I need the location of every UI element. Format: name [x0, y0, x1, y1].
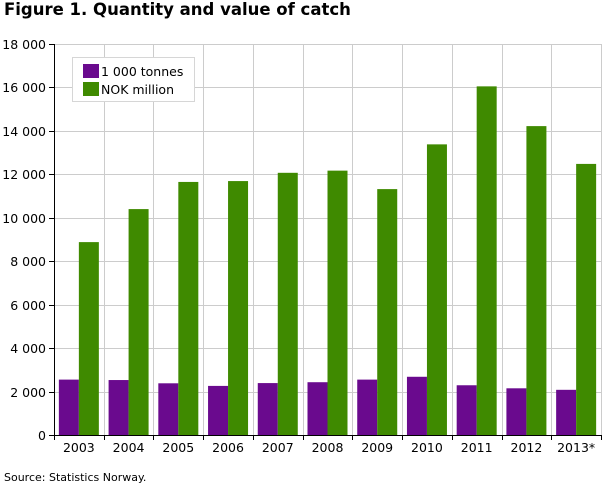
- bar-tonnes-2013*: [556, 389, 577, 435]
- x-tick-label: 2003: [63, 440, 95, 455]
- bar-tonnes-2010: [406, 376, 427, 435]
- y-tick-label: 0: [38, 428, 46, 443]
- bar-nok-2013*: [576, 163, 597, 435]
- bar-nok-2011: [476, 86, 497, 436]
- bar-tonnes-2008: [307, 382, 328, 435]
- bar-nok-2007: [277, 172, 298, 435]
- x-tick-label: 2007: [262, 440, 294, 455]
- x-tick-label: 2009: [361, 440, 393, 455]
- x-tick-label: 2012: [511, 440, 543, 455]
- bar-nok-2008: [327, 170, 348, 435]
- y-tick-label: 6 000: [10, 298, 46, 313]
- y-tick-label: 4 000: [10, 341, 46, 356]
- y-tick-label: 18 000: [2, 37, 46, 52]
- legend-label-tonnes: 1 000 tonnes: [101, 63, 184, 79]
- bar-tonnes-2009: [357, 379, 378, 435]
- legend-swatch-nok: [83, 82, 99, 96]
- tick-labels: 0 2 000 4 000 6 000 8 000 10 000 12 000 14 000 1…: [2, 37, 595, 455]
- x-tick-label: 2008: [312, 440, 344, 455]
- legend-label-nok: NOK million: [101, 81, 174, 97]
- bar-nok-2005: [178, 181, 199, 435]
- bar-tonnes-2006: [208, 385, 229, 435]
- bar-tonnes-2011: [456, 385, 477, 435]
- bar-tonnes-2012: [506, 388, 527, 435]
- y-tick-label: 2 000: [10, 385, 46, 400]
- bar-nok-2009: [377, 189, 398, 435]
- bar-nok-2012: [526, 126, 547, 436]
- y-tick-label: 10 000: [2, 211, 46, 226]
- x-tick-label: 2013*: [557, 440, 595, 455]
- y-tick-label: 14 000: [2, 124, 46, 139]
- legend-item-tonnes: 1 000 tonnes: [83, 63, 183, 79]
- x-tick-label: 2005: [162, 440, 194, 455]
- axes: [49, 44, 602, 440]
- chart-title: Figure 1. Quantity and value of catch: [4, 0, 351, 19]
- bar-nok-2004: [128, 209, 149, 435]
- x-tick-label: 2010: [411, 440, 443, 455]
- bar-tonnes-2007: [257, 383, 278, 435]
- y-tick-label: 16 000: [2, 80, 46, 95]
- bars: [58, 86, 597, 436]
- x-tick-label: 2004: [113, 440, 145, 455]
- legend-item-nok: NOK million: [83, 81, 174, 97]
- y-tick-label: 8 000: [10, 254, 46, 269]
- bar-nok-2003: [78, 242, 99, 435]
- x-tick-label: 2006: [212, 440, 244, 455]
- legend: 1 000 tonnes NOK million: [72, 57, 195, 102]
- y-tick-label: 12 000: [2, 167, 46, 182]
- bar-nok-2010: [426, 144, 447, 436]
- bar-tonnes-2004: [108, 380, 129, 435]
- bar-tonnes-2005: [158, 383, 179, 435]
- bar-tonnes-2003: [58, 379, 79, 435]
- x-tick-label: 2011: [461, 440, 493, 455]
- bar-nok-2006: [228, 181, 249, 435]
- source-note: Source: Statistics Norway.: [4, 471, 147, 484]
- legend-swatch-tonnes: [83, 64, 99, 78]
